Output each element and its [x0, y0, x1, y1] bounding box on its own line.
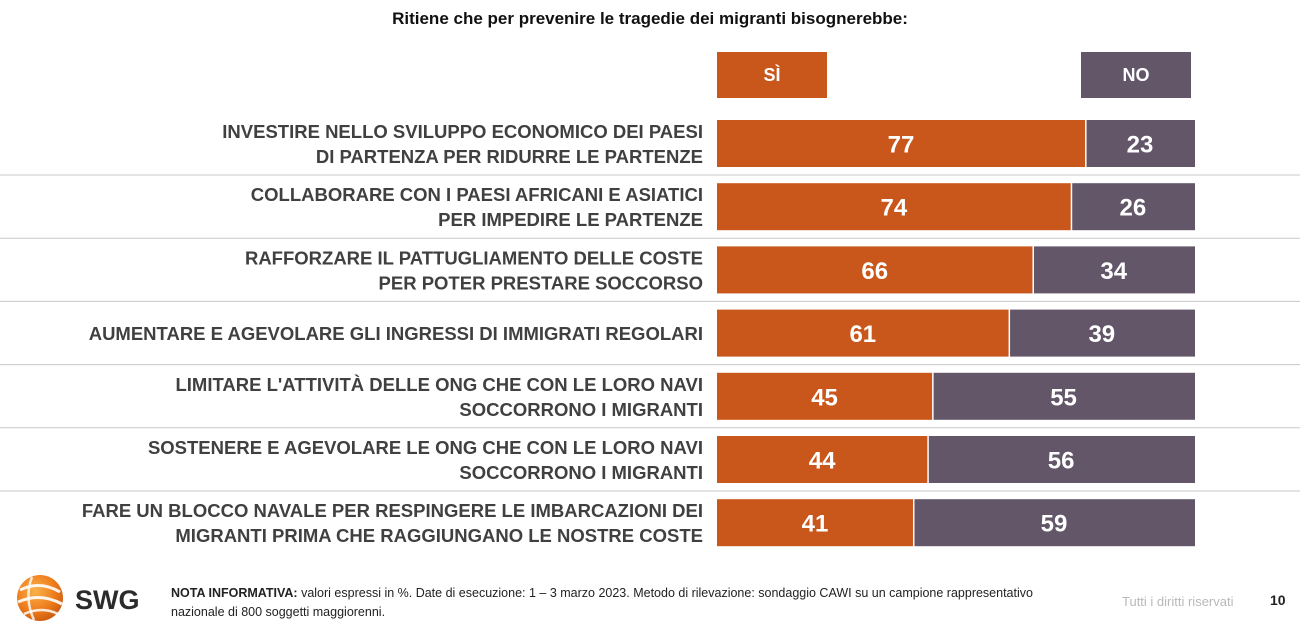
rights-reserved: Tutti i diritti riservati — [1122, 594, 1234, 609]
bar-no — [1072, 183, 1195, 231]
category-label: DI PARTENZA PER RIDURRE LE PARTENZE — [316, 146, 703, 167]
page-number: 10 — [1270, 592, 1286, 608]
value-label-yes: 44 — [809, 448, 836, 475]
bar-yes — [717, 309, 1009, 357]
category-label: INVESTIRE NELLO SVILUPPO ECONOMICO DEI P… — [222, 121, 703, 142]
swg-logo: SWG — [17, 575, 140, 621]
value-label-no: 59 — [1041, 511, 1068, 538]
value-label-no: 55 — [1050, 384, 1077, 411]
category-label: COLLABORARE CON I PAESI AFRICANI E ASIAT… — [251, 184, 703, 205]
value-label-no: 23 — [1127, 132, 1154, 159]
bar-yes — [717, 372, 933, 420]
value-label-yes: 45 — [811, 384, 838, 411]
bar-no — [1010, 309, 1195, 357]
bar-yes — [717, 246, 1033, 294]
category-label: SOSTENERE E AGEVOLARE LE ONG CHE CON LE … — [148, 437, 703, 458]
value-label-no: 56 — [1048, 448, 1075, 475]
category-label: AUMENTARE E AGEVOLARE GLI INGRESSI DI IM… — [89, 323, 703, 344]
bar-no — [1033, 246, 1195, 294]
bar-yes — [717, 436, 928, 483]
bar-no — [1086, 120, 1195, 167]
category-label: FARE UN BLOCCO NAVALE PER RESPINGERE LE … — [82, 500, 703, 521]
category-label: SOCCORRONO I MIGRANTI — [459, 399, 703, 420]
value-label-yes: 66 — [861, 258, 888, 285]
bar-no — [914, 499, 1195, 547]
note-text: valori espressi in %. Date di esecuzione… — [171, 586, 1033, 619]
bar-yes — [717, 499, 913, 547]
category-label: SOCCORRONO I MIGRANTI — [459, 462, 703, 483]
category-label: MIGRANTI PRIMA CHE RAGGIUNGANO LE NOSTRE… — [175, 525, 703, 546]
note-label: NOTA INFORMATIVA: — [171, 586, 298, 600]
bar-no — [933, 372, 1195, 420]
bar-no — [928, 436, 1195, 483]
bar-yes — [717, 183, 1071, 231]
methodology-note: NOTA INFORMATIVA: valori espressi in %. … — [171, 584, 1051, 622]
value-label-yes: 41 — [802, 511, 829, 538]
category-label: PER IMPEDIRE LE PARTENZE — [438, 209, 703, 230]
value-label-no: 26 — [1120, 195, 1147, 222]
value-label-yes: 74 — [881, 195, 908, 222]
bar-yes — [717, 120, 1086, 167]
logo-text: SWG — [75, 585, 140, 615]
value-label-yes: 61 — [849, 321, 876, 348]
stacked-bar-chart: INVESTIRE NELLO SVILUPPO ECONOMICO DEI P… — [0, 120, 1300, 547]
category-label: LIMITARE L'ATTIVITÀ DELLE ONG CHE CON LE… — [175, 374, 703, 395]
value-label-no: 34 — [1100, 258, 1127, 285]
value-label-yes: 77 — [888, 132, 915, 159]
category-label: PER POTER PRESTARE SOCCORSO — [379, 272, 703, 293]
footer: SWG NOTA INFORMATIVA: valori espressi in… — [0, 560, 1300, 626]
category-label: RAFFORZARE IL PATTUGLIAMENTO DELLE COSTE — [245, 247, 703, 268]
value-label-no: 39 — [1088, 321, 1115, 348]
legend-yes: SÌ — [717, 52, 827, 98]
legend-no: NO — [1081, 52, 1191, 98]
chart-title: Ritiene che per prevenire le tragedie de… — [392, 9, 908, 28]
